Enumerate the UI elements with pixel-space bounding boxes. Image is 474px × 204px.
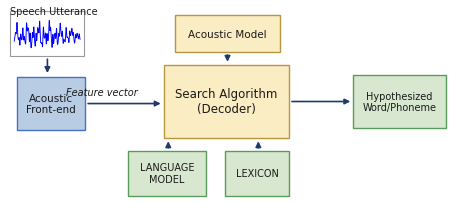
FancyBboxPatch shape <box>353 75 446 129</box>
FancyBboxPatch shape <box>10 12 84 57</box>
FancyBboxPatch shape <box>175 16 280 53</box>
FancyBboxPatch shape <box>128 151 206 196</box>
Text: LANGUAGE
MODEL: LANGUAGE MODEL <box>140 163 194 184</box>
Text: Hypothesized
Word/Phoneme: Hypothesized Word/Phoneme <box>362 91 437 113</box>
Text: Acoustic
Front-end: Acoustic Front-end <box>26 93 76 115</box>
FancyBboxPatch shape <box>164 65 289 139</box>
FancyBboxPatch shape <box>17 78 85 131</box>
FancyBboxPatch shape <box>225 151 289 196</box>
Text: Feature vector: Feature vector <box>66 88 138 98</box>
Text: Search Algorithm
(Decoder): Search Algorithm (Decoder) <box>175 88 277 116</box>
Text: Acoustic Model: Acoustic Model <box>188 30 267 40</box>
Text: Speech Utterance: Speech Utterance <box>10 7 98 17</box>
Text: LEXICON: LEXICON <box>236 169 279 178</box>
